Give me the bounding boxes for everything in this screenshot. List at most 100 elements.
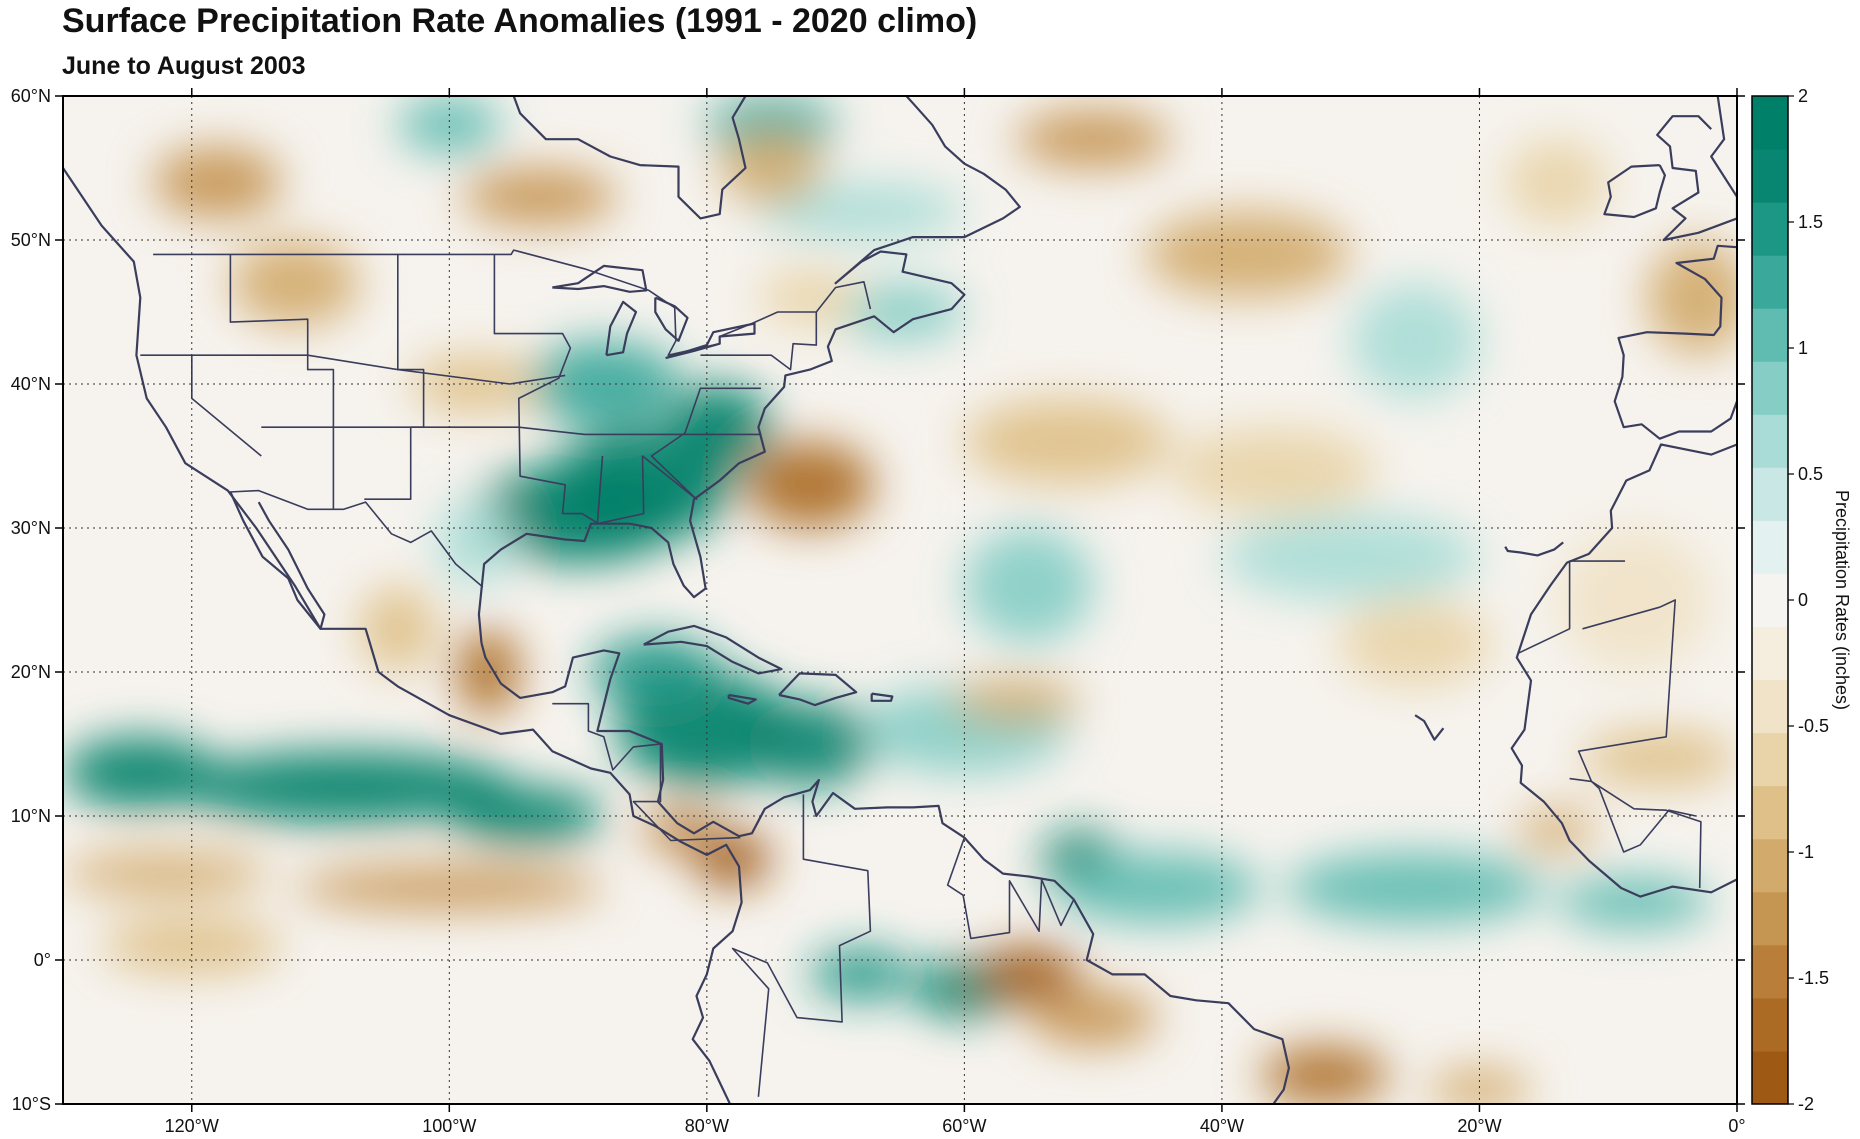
anomaly-region-21 [1221,513,1480,600]
colorbar-step [1752,838,1788,893]
jamaica-coastline [727,693,757,705]
anomaly-region-50 [758,268,862,327]
us-canada-border [153,249,872,356]
map-title: Surface Precipitation Rate Anomalies (19… [62,2,978,40]
map-subtitle: June to August 2003 [62,52,306,80]
us-rockies [229,254,335,510]
anomaly-region-41 [1144,211,1351,298]
anomaly-region-46 [1505,139,1609,226]
anomaly-region-53 [1556,528,1712,672]
colorbar-step [1752,414,1788,468]
anomaly-region-52 [101,916,282,975]
anomaly-region-39 [410,355,540,413]
x-tick-label: 60°W [942,1116,986,1136]
puerto-rico-coastline [870,692,894,702]
anomaly-region-44 [951,679,1081,723]
us-state-lines-south [261,426,761,436]
anomaly-region-11 [809,948,913,1001]
x-tick-label: 0° [1728,1116,1745,1136]
great-lakes-michigan-coastline [605,300,638,357]
anomaly-region-13 [1054,852,1261,924]
colorbar-tick-label: -1.5 [1798,968,1829,988]
colorbar-step [1752,997,1788,1052]
colorbar-step [1752,573,1788,628]
south-america-borders [731,794,872,1097]
colorbar-tick-label: 0.5 [1798,464,1823,484]
colorbar-step [1752,1050,1788,1105]
anomaly-region-33 [1260,1046,1390,1104]
anomaly-region-38 [230,240,360,327]
colorbar-step [1752,520,1788,574]
anomaly-region-23 [1350,283,1480,399]
latitude-axis: 60°N 50°N 40°N 30°N 20°N 10°N 0° 10°S [11,86,1745,1114]
colorbar-step [1752,679,1788,734]
anomaly-region-6 [590,636,720,708]
africa-west-coastline [1510,443,1737,898]
colorbar-step [1752,96,1788,150]
colorbar-step [1752,255,1788,309]
colorbar-tick-label: -0.5 [1798,716,1829,736]
anomaly-region-37 [719,132,823,204]
y-tick-label: 0° [34,950,51,970]
anomaly-region-19 [758,182,965,240]
hispaniola-coastline [778,672,858,707]
canary-islands-coastline [1504,541,1564,557]
anomaly-region-14 [1286,852,1544,924]
cuba-coastline [643,624,783,675]
y-tick-label: 40°N [11,374,51,394]
colorbar: 2 1.5 1 0.5 0 -0.5 -1 -1.5 -2 Precipitation Rate… [1751,86,1852,1114]
anomaly-region-42 [964,398,1171,485]
anomaly-region-5 [745,700,875,788]
cape-verde-coastline [1414,714,1445,741]
y-tick-label: 30°N [11,518,51,538]
anomaly-region-27 [693,830,772,888]
anomaly-region-48 [1518,808,1596,853]
colorbar-tick-label: 2 [1798,86,1808,106]
anomaly-region-40 [1015,110,1171,168]
us-plains [364,254,425,500]
colorbar-step [1752,361,1788,415]
colorbar-tick-label: 0 [1798,590,1808,610]
anomaly-region-7 [63,736,218,809]
anomaly-region-28 [642,808,720,853]
anomaly-region-43 [1170,427,1377,514]
western-sahara [1517,560,1625,655]
iberia-europe-coastline [1656,96,1737,242]
anomaly-region-36 [462,168,617,226]
colorbar-step [1752,626,1788,681]
us-mexico-border [229,489,484,588]
gulf-atlantic-coast-coastline [477,96,1021,644]
colorbar-step [1752,149,1788,203]
anomaly-field [63,96,1737,1104]
baja-california-coastline [229,491,326,630]
colorbar-step [1752,944,1788,999]
west-africa-borders [1569,777,1696,853]
y-tick-label: 50°N [11,230,51,250]
france-spain-coastline [1613,244,1737,440]
anomaly-region-25 [745,441,875,528]
gulf-of-mexico-south-coastline [480,642,1290,1104]
anomaly-region-26 [455,628,521,716]
colorbar-label: Precipitation Rates (inches) [1832,490,1852,710]
anomaly-region-24 [436,499,514,586]
anomaly-region-8 [178,751,514,824]
us-midwest [493,254,600,525]
great-lakes-superior-coastline [552,264,648,293]
anomaly-region-22 [964,528,1094,644]
colorbar-step [1752,202,1788,256]
anomaly-region-2 [668,384,772,471]
guianas [946,837,1075,940]
us-state-lines-mid [140,354,262,457]
longitude-axis: 120°W 100°W 80°W 60°W 40°W 20°W 0° [165,88,1746,1136]
x-tick-label: 100°W [422,1116,476,1136]
coastlines [63,96,1737,1104]
graticule [63,96,1737,1104]
map-frame [62,95,1738,1105]
anomaly-region-18 [397,96,501,154]
great-lakes-huron-coastline [654,296,689,342]
colorbar-tick-label: -2 [1798,1094,1814,1114]
colorbar-step [1752,308,1788,362]
colorbar-step [1752,891,1788,946]
central-america-borders [552,702,741,842]
